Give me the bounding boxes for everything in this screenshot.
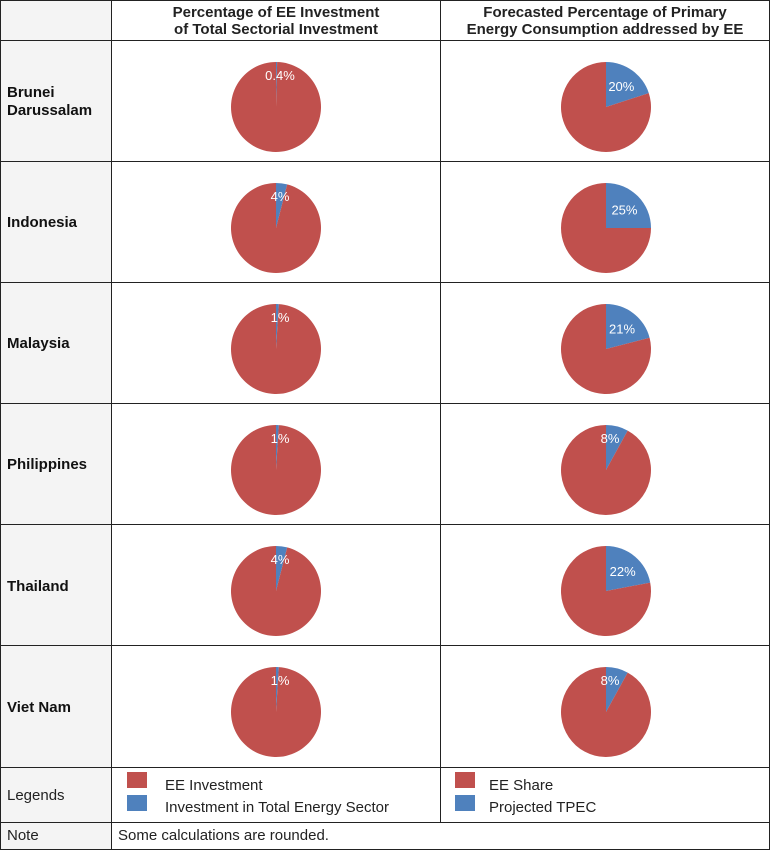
country-cell-5: [1, 525, 111, 645]
pie-slice-red: [231, 62, 322, 152]
note-label-cell: [1, 823, 111, 849]
legend-label-projected-tpec: Projected TPEC: [489, 799, 597, 816]
country-cell-4: [1, 404, 111, 524]
pie-data-label: 8%: [601, 431, 620, 446]
pie-chart-brunei-ee-investment: 0.4%: [231, 62, 322, 152]
country-label-philippines: Philippines: [7, 456, 88, 473]
pie-chart-brunei-tpec: 20%: [561, 62, 652, 152]
pie-chart-thailand-ee-investment: 4%: [230, 546, 321, 636]
column-header-tpec-line-1: Forecasted Percentage of Primary: [483, 4, 727, 21]
row-divider: [0, 524, 770, 525]
row-divider: [0, 403, 770, 404]
country-label-malaysia: Malaysia: [7, 335, 70, 352]
legend-swatch-ee-share: [455, 772, 475, 788]
pie-slice-blue: [606, 546, 651, 591]
row-divider: [0, 161, 770, 162]
pie-data-label: 8%: [601, 673, 620, 688]
country-label-thailand: Thailand: [7, 578, 69, 595]
country-label-viet-nam: Viet Nam: [7, 699, 71, 716]
pie-data-label: 1%: [271, 673, 290, 688]
legend-swatch-projected-tpec: [455, 795, 475, 811]
column-divider: [111, 0, 112, 850]
pie-slice-blue: [276, 183, 288, 228]
legend-label-cell: [1, 768, 111, 822]
pie-data-label: 1%: [271, 431, 290, 446]
pie-slice-red: [230, 546, 321, 636]
legend-swatch-investment-total: [127, 795, 147, 811]
pie-data-label: 21%: [609, 321, 635, 336]
row-divider: [0, 40, 770, 41]
country-label-indonesia: Indonesia: [7, 214, 78, 231]
pie-slice-red: [230, 425, 321, 515]
country-cell-1: [1, 41, 111, 161]
header-corner-cell: [1, 1, 111, 40]
country-cell-6: [1, 646, 111, 767]
pie-slice-red: [230, 667, 321, 757]
pie-slice-red: [561, 667, 652, 757]
pie-slice-red: [230, 182, 321, 273]
country-label-brunei-line-2: Darussalam: [7, 102, 93, 119]
pie-chart-indonesia-tpec: 25%: [561, 183, 651, 273]
legend-row-label: Legends: [7, 787, 65, 804]
column-header-ee-investment-line-2: of Total Sectorial Investment: [174, 21, 378, 38]
pie-data-label: 22%: [610, 564, 636, 579]
pie-data-label: 25%: [611, 203, 637, 218]
column-divider: [440, 0, 441, 822]
pie-data-label: 4%: [271, 552, 290, 567]
pie-data-label: 0.4%: [265, 68, 295, 83]
pie-data-label: 1%: [271, 310, 290, 325]
pie-slice-red: [230, 304, 321, 394]
pie-slice-blue: [606, 62, 649, 107]
row-divider: [0, 767, 770, 768]
pie-slice-red: [561, 62, 652, 152]
pie-slice-blue: [606, 667, 628, 712]
pie-slice-blue: [276, 667, 279, 712]
pie-slice-blue: [606, 425, 628, 470]
pie-slice-blue: [606, 183, 651, 228]
legend-label-ee-share: EE Share: [489, 777, 554, 794]
pie-data-label: 20%: [608, 79, 634, 94]
country-cell-2: [1, 162, 111, 282]
pie-slice-red: [561, 183, 651, 273]
pie-data-label: 4%: [271, 189, 290, 204]
pie-chart-malaysia-ee-investment: 1%: [230, 304, 321, 394]
legend-label-ee-investment: EE Investment: [165, 777, 263, 794]
column-header-tpec: Forecasted Percentage of Primary Energy …: [441, 4, 769, 38]
pie-chart-viet-nam-ee-investment: 1%: [230, 667, 321, 757]
country-cell-3: [1, 283, 111, 403]
pie-slice-blue: [606, 304, 650, 349]
column-header-ee-investment: Percentage of EE Investment of Total Sec…: [112, 4, 440, 38]
pie-slice-red: [561, 425, 652, 515]
legend-label-investment-total: Investment in Total Energy Sector: [165, 799, 390, 816]
pie-chart-philippines-tpec: 8%: [561, 425, 652, 515]
legend-swatch-ee-investment: [127, 772, 147, 788]
pie-chart-viet-nam-tpec: 8%: [561, 667, 652, 757]
note-row-label: Note: [7, 827, 39, 844]
country-label-brunei: Brunei Darussalam: [7, 84, 92, 120]
pie-chart-philippines-ee-investment: 1%: [230, 425, 321, 515]
row-divider: [0, 822, 770, 823]
country-label-brunei-line-1: Brunei: [7, 84, 55, 101]
row-divider: [0, 282, 770, 283]
pie-slice-blue: [276, 546, 288, 591]
row-divider: [0, 645, 770, 646]
column-header-ee-investment-line-1: Percentage of EE Investment: [172, 4, 380, 21]
pie-chart-indonesia-ee-investment: 4%: [230, 182, 321, 273]
pie-chart-malaysia-tpec: 21%: [560, 304, 651, 394]
pie-slice-blue: [276, 62, 278, 107]
note-text: Some calculations are rounded.: [118, 827, 329, 844]
pie-slice-blue: [276, 304, 279, 349]
pie-slice-red: [561, 546, 652, 636]
pie-slice-red: [560, 304, 651, 394]
column-header-tpec-line-2: Energy Consumption addressed by EE: [466, 21, 744, 38]
pie-slice-blue: [276, 425, 279, 470]
pie-chart-thailand-tpec: 22%: [561, 546, 652, 636]
